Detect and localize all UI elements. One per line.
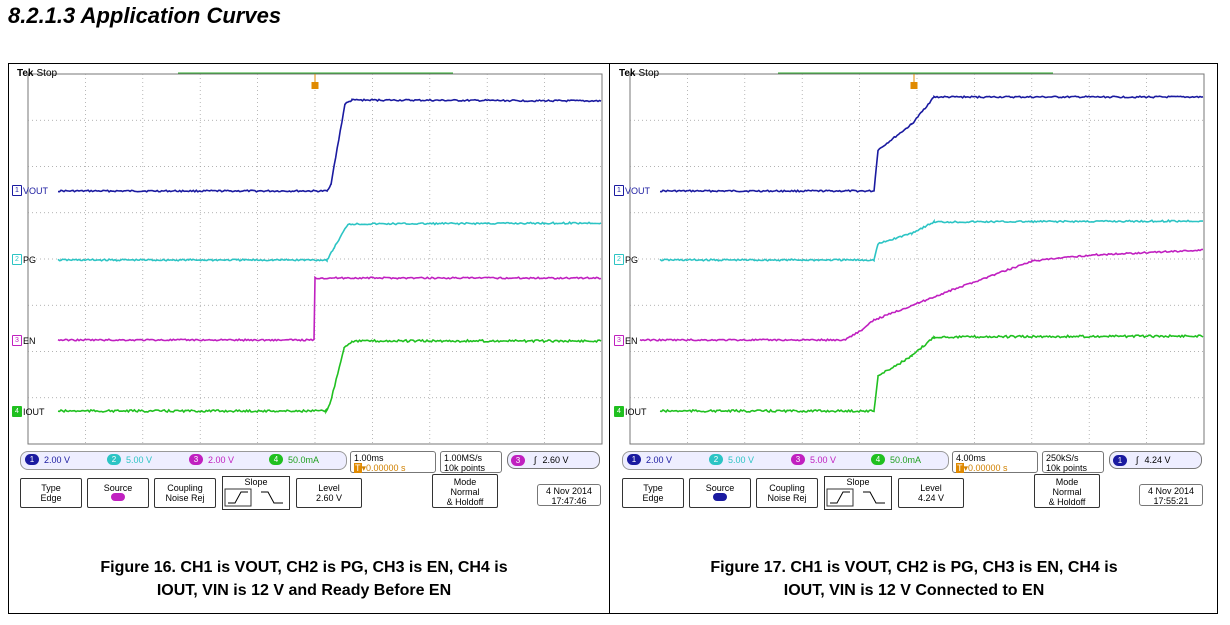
tek-brand: Tek Stop [17,68,58,79]
ch4-scale: 4 50.0mA [871,454,921,465]
acquisition-readout: 1.00MS/s 10k points [440,451,502,473]
trigger-position-marker [910,74,918,89]
ch3-trace [57,275,602,342]
trigger-readout: 3 ∫ 2.60 V [507,451,600,469]
trigger-marker-icon [910,82,918,89]
frame-divider [609,63,610,614]
frame-top-border [8,63,1218,64]
ch4-trace [57,338,602,415]
trigger-marker-icon [311,82,319,89]
ch2-trace [659,218,1203,263]
ch2-scale: 2 5.00 V [709,454,754,465]
slope-icons [826,488,885,507]
tek-brand: Tek Stop [619,68,660,79]
frame-bottom-border [8,613,1218,614]
trigger-mode-button[interactable]: Mode Normal & Holdoff [1034,474,1100,508]
scope-screen [612,66,1210,450]
ch4-label: 4 IOUT [12,406,45,417]
channel-scale-bar: 1 2.00 V 2 5.00 V 3 2.00 V 4 50.0mA [20,451,347,470]
figure-17-caption: Figure 17. CH1 is VOUT, CH2 is PG, CH3 i… [710,559,1118,599]
capture-date: 4 Nov 2014 17:55:21 [1139,484,1203,506]
trigger-slope-selector[interactable]: Slope [824,476,892,510]
oscilloscope-capture-figure-17: Tek Stop 1 VOUT 2 PG 3 EN 4 IOUT 1 2.00 V 2 5.0… [612,66,1210,516]
trigger-type-button[interactable]: Type Edge [622,478,684,508]
figure-16-caption: Figure 16. CH1 is VOUT, CH2 is PG, CH3 i… [100,559,508,599]
ch3-label: 3 EN [614,335,638,346]
timebase-readout: 4.00ms T▾0.00000 s [952,451,1038,473]
trigger-level-button[interactable]: Level 4.24 V [898,478,964,508]
ch3-scale: 3 5.00 V [791,454,836,465]
ch1-scale: 1 2.00 V [25,454,70,465]
ch1-trace [659,95,1204,193]
ch4-label: 4 IOUT [614,406,647,417]
ch1-scale: 1 2.00 V [627,454,672,465]
ch3-scale: 3 2.00 V [189,454,234,465]
acquisition-readout: 250kS/s 10k points [1042,451,1104,473]
ch4-trace [659,333,1204,414]
acquisition-state: Stop [36,68,58,79]
ch2-scale: 2 5.00 V [107,454,152,465]
trigger-coupling-button[interactable]: Coupling Noise Rej [154,478,216,508]
acquisition-state: Stop [638,68,660,79]
ch1-trace [57,98,602,193]
channel-scale-bar: 1 2.00 V 2 5.00 V 3 5.00 V 4 50.0mA [622,451,949,470]
scope-screen [10,66,608,450]
trigger-level-button[interactable]: Level 2.60 V [296,478,362,508]
trigger-source-button[interactable]: Source [87,478,149,508]
ch3-trace [639,248,1204,342]
frame-right-border [1217,63,1218,614]
ch1-label: 1 VOUT [12,185,48,196]
trigger-readout: 1 ∫ 4.24 V [1109,451,1202,469]
frame-left-border [8,63,9,614]
timebase-readout: 1.00ms T▾0.00000 s [350,451,436,473]
ch1-label: 1 VOUT [614,185,650,196]
trigger-mode-button[interactable]: Mode Normal & Holdoff [432,474,498,508]
section-heading: 8.2.1.3 Application Curves [8,3,282,28]
capture-date: 4 Nov 2014 17:47:46 [537,484,601,506]
ch2-trace [57,221,602,263]
trigger-position-marker [311,74,319,89]
oscilloscope-capture-figure-16: Tek Stop 1 VOUT 2 PG 3 EN 4 IOUT 1 2.00 V 2 5.0… [10,66,608,516]
ch2-label: 2 PG [614,254,638,265]
ch4-scale: 4 50.0mA [269,454,319,465]
ch3-label: 3 EN [12,335,36,346]
trigger-slope-selector[interactable]: Slope [222,476,290,510]
trigger-source-button[interactable]: Source [689,478,751,508]
trigger-coupling-button[interactable]: Coupling Noise Rej [756,478,818,508]
trigger-type-button[interactable]: Type Edge [20,478,82,508]
slope-icons [224,488,283,507]
ch2-label: 2 PG [12,254,36,265]
